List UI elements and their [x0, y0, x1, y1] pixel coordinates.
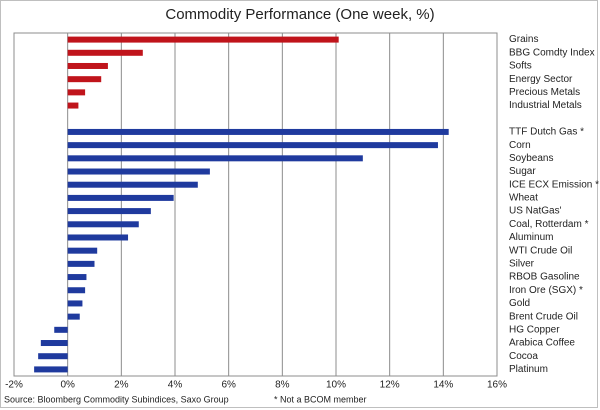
bar [67, 49, 143, 56]
y-tick-label: Grains [509, 34, 538, 45]
y-tick-label: Industrial Metals [509, 100, 582, 111]
y-tick-label: Iron Ore (SGX) * [509, 285, 583, 296]
bar [38, 353, 68, 360]
x-tick-label: 8% [275, 380, 290, 391]
y-tick-label: TTF Dutch Gas * [509, 127, 584, 138]
y-tick-label: Gold [509, 298, 530, 309]
y-tick-label: Silver [509, 259, 535, 270]
y-tick-label: Coal, Rotterdam * [509, 219, 589, 230]
y-tick-label: Corn [509, 140, 531, 151]
bar [67, 142, 438, 149]
bar [67, 313, 80, 320]
bar [67, 128, 449, 135]
bar [67, 62, 108, 69]
y-tick-label: WTI Crude Oil [509, 245, 572, 256]
bar [67, 155, 363, 162]
bar [67, 76, 102, 83]
x-tick-label: 12% [380, 380, 400, 391]
y-tick-label: Precious Metals [509, 87, 580, 98]
x-tick-label: 16% [487, 380, 507, 391]
bar [67, 89, 86, 96]
y-tick-label: Soybeans [509, 153, 553, 164]
bar [54, 326, 68, 333]
bar [67, 300, 83, 307]
y-tick-label: Brent Crude Oil [509, 311, 578, 322]
x-tick-label: 0% [60, 380, 75, 391]
y-tick-label: HG Copper [509, 324, 560, 335]
y-tick-label: BBG Comdty Index [509, 47, 595, 58]
y-tick-label: US NatGas' [509, 206, 562, 217]
y-tick-label: Wheat [509, 193, 538, 204]
x-tick-label: 10% [326, 380, 346, 391]
y-tick-label: ICE ECX Emission * [509, 179, 599, 190]
bar [67, 181, 198, 188]
y-tick-label: Sugar [509, 166, 536, 177]
y-tick-label: Energy Sector [509, 74, 573, 85]
bar [67, 260, 95, 267]
bar [67, 247, 98, 254]
note: * Not a BCOM member [274, 394, 367, 404]
y-tick-label: RBOB Gasoline [509, 272, 580, 283]
bar [67, 221, 139, 228]
bar [67, 287, 86, 294]
bar [40, 340, 68, 347]
x-tick-label: 6% [221, 380, 236, 391]
y-tick-label: Aluminum [509, 232, 553, 243]
x-tick-label: 2% [114, 380, 129, 391]
bar [67, 102, 79, 109]
bar [34, 366, 68, 373]
y-tick-label: Arabica Coffee [509, 338, 575, 349]
y-tick-label: Platinum [509, 364, 548, 375]
y-tick-label: Cocoa [509, 351, 538, 362]
source: Source: Bloomberg Commodity Subindices, … [4, 394, 229, 404]
y-tick-label: Softs [509, 61, 532, 72]
bar [67, 168, 210, 175]
bar [67, 208, 151, 215]
x-tick-label: 14% [433, 380, 453, 391]
bar [67, 274, 87, 281]
bar [67, 36, 339, 43]
bar [67, 234, 129, 241]
chart-title: Commodity Performance (One week, %) [165, 6, 434, 23]
bar [67, 194, 174, 201]
x-tick-label: 4% [168, 380, 183, 391]
x-tick-label: -2% [5, 380, 23, 391]
